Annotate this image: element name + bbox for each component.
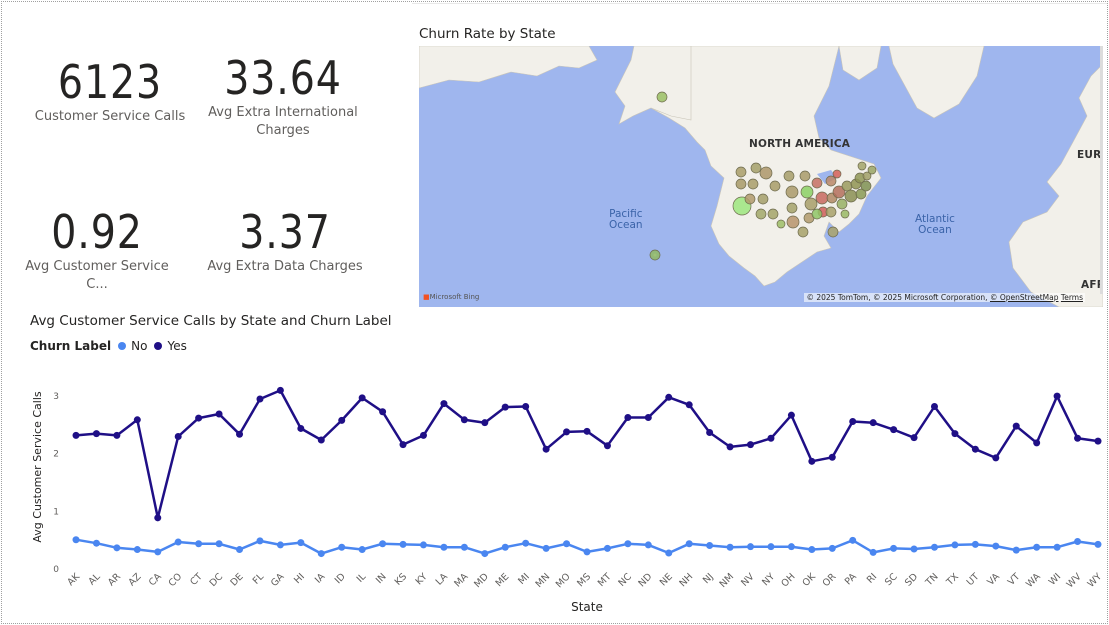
- terms-link[interactable]: Terms: [1060, 293, 1083, 302]
- map-scrollbar[interactable]: [1100, 46, 1103, 294]
- bubble-alaska: [656, 91, 668, 103]
- europe-africa-land: [1008, 46, 1103, 307]
- map-svg: [419, 46, 1103, 307]
- kpi-value: 6123: [57, 55, 163, 109]
- kpi-avg-extra-international-charges[interactable]: 33.64 Avg Extra International Charges: [202, 52, 364, 140]
- map-label-africa: AFRI: [1081, 279, 1103, 291]
- chart-title: Avg Customer Service Calls by State and …: [30, 313, 392, 329]
- kpi-avg-extra-data-charges[interactable]: 3.37 Avg Extra Data Charges: [202, 206, 368, 276]
- kpi-label: Avg Extra Data Charges: [207, 259, 363, 274]
- legend-title: Churn Label: [30, 339, 112, 353]
- kpi-label: Customer Service Calls: [34, 109, 186, 124]
- kpi-value: 0.92: [51, 205, 143, 259]
- map-label-north-america: NORTH AMERICA: [749, 138, 851, 150]
- map-title: Churn Rate by State: [419, 26, 556, 42]
- churn-map[interactable]: NORTH AMERICA Pacific Ocean Atlantic Oce…: [419, 46, 1103, 307]
- kpi-avg-customer-service-calls[interactable]: 0.92 Avg Customer Service C...: [14, 206, 180, 294]
- map-attribution: © 2025 TomTom, © 2025 Microsoft Corporat…: [804, 293, 1085, 302]
- openstreetmap-link[interactable]: © OpenStreetMap: [989, 293, 1059, 302]
- chart-legend: Churn Label No Yes: [30, 339, 187, 353]
- map-label-atlantic: Atlantic Ocean: [915, 213, 955, 236]
- kpi-label: Avg Extra International: [208, 105, 358, 120]
- legend-no-label[interactable]: No: [131, 339, 148, 353]
- header-divider: [412, 3, 1107, 4]
- alaska-land: [614, 46, 692, 125]
- kpi-customer-service-calls[interactable]: 6123 Customer Service Calls: [30, 56, 190, 126]
- legend-no-marker: [118, 342, 127, 350]
- map-label-europe: EURO: [1077, 149, 1103, 161]
- bing-logo: ■Microsoft Bing: [423, 293, 480, 301]
- greenland-land: [888, 46, 985, 119]
- map-label-pacific: Pacific Ocean: [609, 208, 643, 231]
- bubble-hawaii: [649, 249, 661, 261]
- state-bubbles: [649, 91, 877, 261]
- legend-yes-marker: [154, 342, 163, 350]
- kpi-value: 33.64: [224, 51, 342, 105]
- arctic-islands-land: [838, 46, 882, 81]
- siberia-land: [419, 46, 598, 89]
- legend-yes-label[interactable]: Yes: [167, 339, 187, 353]
- kpi-value: 3.37: [239, 205, 331, 259]
- kpi-label: Avg Customer Service C...: [25, 259, 169, 292]
- kpi-label-line-2: Charges: [256, 123, 310, 138]
